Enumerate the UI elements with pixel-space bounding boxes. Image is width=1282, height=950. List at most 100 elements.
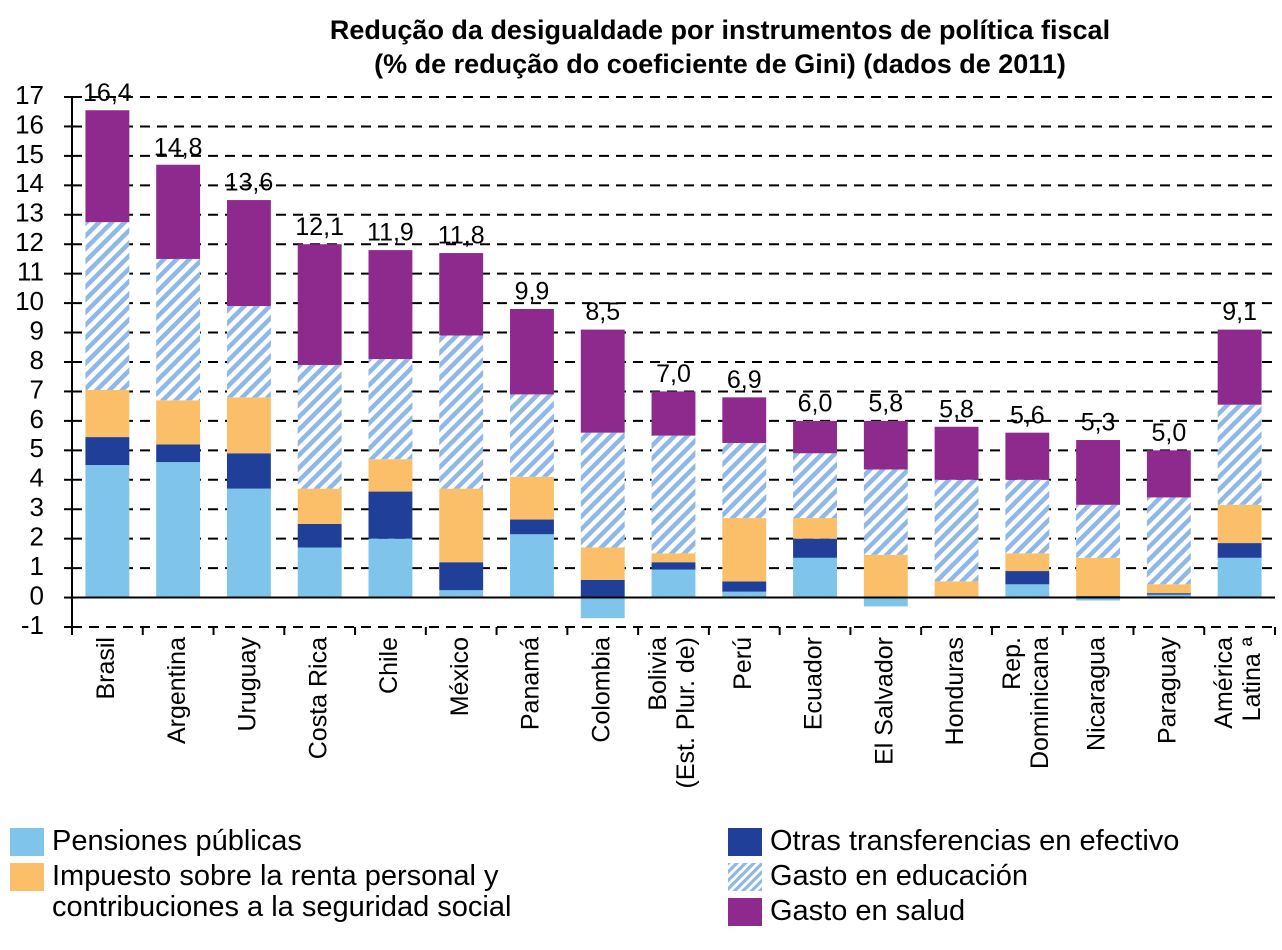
legend-swatch: [10, 863, 44, 891]
bar-segment: [156, 400, 201, 445]
bar-segment: [439, 590, 484, 598]
y-tick-label: 11: [17, 257, 44, 287]
total-label: 16,4: [83, 79, 132, 107]
legend-swatch: [728, 828, 762, 856]
bar-segment: [297, 523, 342, 548]
x-tick-label: México: [446, 637, 474, 716]
total-label: 5,8: [939, 395, 974, 423]
x-tick-label: Perú: [729, 637, 757, 690]
total-label: 11,8: [438, 222, 485, 250]
y-tick-label: 15: [15, 139, 44, 169]
y-tick-label: 8: [30, 345, 44, 375]
bar-segment: [368, 250, 413, 360]
bar-segment: [1146, 450, 1191, 498]
bar-segment: [226, 306, 271, 398]
bar-segment: [156, 164, 201, 259]
bar-segment: [863, 420, 908, 470]
bar-segment: [439, 253, 484, 336]
legend-label: Gasto en educación: [770, 860, 1028, 892]
x-tick-label: Panamá: [517, 637, 545, 730]
bar-segment: [722, 397, 767, 443]
y-tick-label: 0: [30, 580, 44, 610]
x-tick-label: Costa Rica: [304, 637, 332, 759]
y-tick-label: 4: [30, 463, 44, 493]
legend-label: Impuesto sobre la renta personal y contr…: [52, 860, 512, 923]
bar-segment: [580, 547, 625, 580]
bar-segment: [863, 554, 908, 598]
legend-label: Otras transferencias en efectivo: [770, 825, 1180, 857]
bar-segment: [1005, 584, 1050, 598]
bar-segment: [651, 562, 696, 570]
total-label: 5,0: [1151, 419, 1186, 447]
bar-segment: [368, 491, 413, 539]
legend-swatch: [728, 898, 762, 926]
total-label: 5,3: [1081, 409, 1116, 437]
legend-item: Impuesto sobre la renta personal y contr…: [10, 861, 630, 923]
bar-segment: [439, 488, 484, 563]
bar-segment: [651, 391, 696, 436]
bar-segment: [863, 597, 908, 607]
legend-label: Gasto en salud: [770, 895, 966, 927]
chart-title: Redução da desigualdade por instrumentos…: [330, 15, 1110, 45]
bar-segment: [1146, 497, 1191, 585]
bar-segment: [1146, 593, 1191, 595]
legend-item: Gasto en salud: [728, 896, 1282, 927]
y-tick-label: 2: [30, 522, 44, 552]
legend-label: Pensiones públicas: [52, 825, 302, 857]
bar-segment: [1217, 329, 1262, 405]
bar-segment: [510, 519, 554, 535]
bar-segment: [1076, 597, 1121, 601]
bar-segment: [297, 244, 342, 365]
x-tick-label: Nicaragua: [1083, 637, 1111, 751]
bar-segment: [85, 222, 130, 390]
bar-segment: [1005, 432, 1050, 480]
bar-segment: [580, 597, 625, 619]
bar-segment: [439, 562, 484, 591]
bar-segment: [793, 557, 837, 598]
x-tick-label: Latina ª: [1238, 636, 1266, 721]
bar-segment: [226, 453, 271, 489]
total-label: 6,9: [727, 366, 762, 394]
legend-column: Otras transferencias en efectivo Gasto en…: [728, 826, 1282, 931]
bar-segment: [1005, 571, 1050, 585]
legend-swatch: [10, 828, 44, 856]
bar-segment: [1217, 504, 1262, 544]
y-tick-label: 13: [15, 198, 44, 228]
total-label: 12,1: [295, 213, 344, 241]
bar-segment: [580, 579, 625, 598]
total-label: 5,8: [868, 389, 903, 417]
bar-segment: [85, 465, 130, 598]
bar-segment: [580, 432, 625, 548]
total-label: 11,9: [367, 219, 414, 247]
bar-segment: [510, 476, 554, 520]
y-tick-label: 16: [15, 109, 44, 139]
y-tick-label: 17: [15, 80, 44, 110]
bar-segment: [368, 359, 413, 460]
y-tick-label: 3: [30, 492, 44, 522]
x-tick-label: Chile: [375, 637, 403, 694]
bar-segment: [651, 435, 696, 554]
y-tick-label: 7: [30, 374, 44, 404]
bar-segment: [1146, 584, 1191, 594]
total-label: 14,8: [154, 133, 203, 161]
bar-segment: [439, 335, 484, 489]
bar-segment: [793, 538, 837, 558]
bar-segment: [226, 397, 271, 454]
bar-segment: [368, 538, 413, 598]
bar-segment: [226, 488, 271, 598]
total-label: 8,5: [585, 298, 620, 326]
y-tick-label: 9: [30, 315, 44, 345]
bar-segment: [510, 394, 554, 477]
bar-segment: [651, 569, 696, 598]
legend-item: Pensiones públicas: [10, 826, 630, 857]
bar-segment: [297, 488, 342, 524]
bar-segment: [1076, 557, 1121, 597]
y-tick-label: 14: [15, 168, 44, 198]
total-label: 13,6: [225, 169, 274, 197]
y-tick-label: 5: [30, 433, 44, 463]
y-tick-label: 1: [30, 551, 44, 581]
bar-segment: [510, 309, 554, 395]
bar-segment: [156, 462, 201, 598]
total-label: 9,1: [1222, 298, 1257, 326]
bar-segment: [1217, 404, 1262, 505]
